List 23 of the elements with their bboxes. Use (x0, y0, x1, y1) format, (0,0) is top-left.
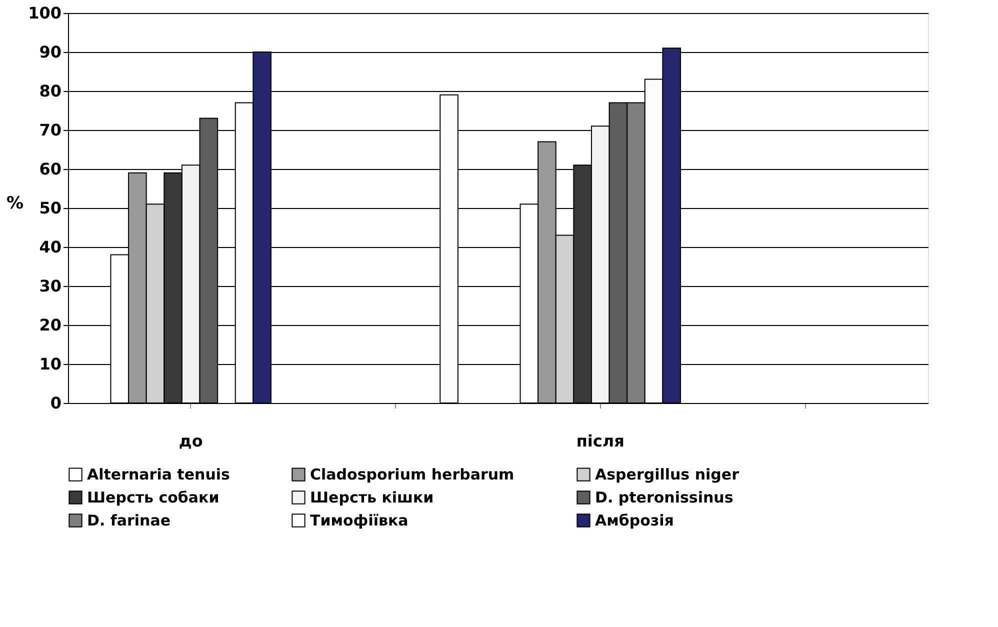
legend-label: D. pteronissinus (595, 488, 734, 506)
y-tick-label: 90 (39, 42, 62, 62)
y-tick-label: 20 (39, 316, 62, 334)
x-tick-label: до (178, 432, 203, 450)
legend-label: Cladosporium herbarum (310, 466, 514, 484)
x-tick-label: після (576, 432, 624, 450)
y-tick-label: 60 (39, 160, 62, 178)
y-tick-label: 100 (28, 4, 62, 22)
legend-label: Aspergillus niger (595, 466, 740, 484)
legend-label: Шерсть собаки (87, 488, 220, 506)
y-tick-label: 80 (39, 82, 62, 100)
y-tick-label: 70 (39, 120, 62, 140)
y-tick-label: 10 (39, 354, 62, 374)
legend-label: Шерсть кішки (310, 488, 434, 506)
y-axis-title: % (6, 194, 24, 214)
legend-label: Alternaria tenuis (87, 466, 230, 484)
legend-label: D. farinae (87, 512, 171, 530)
legend-label: Амброзія (595, 512, 674, 530)
y-tick-label: 0 (50, 394, 62, 412)
y-tick-label: 30 (39, 276, 62, 296)
y-tick-label: 40 (39, 238, 62, 256)
y-tick-label: 50 (39, 198, 62, 218)
legend-label: Тимофіївка (310, 512, 408, 530)
